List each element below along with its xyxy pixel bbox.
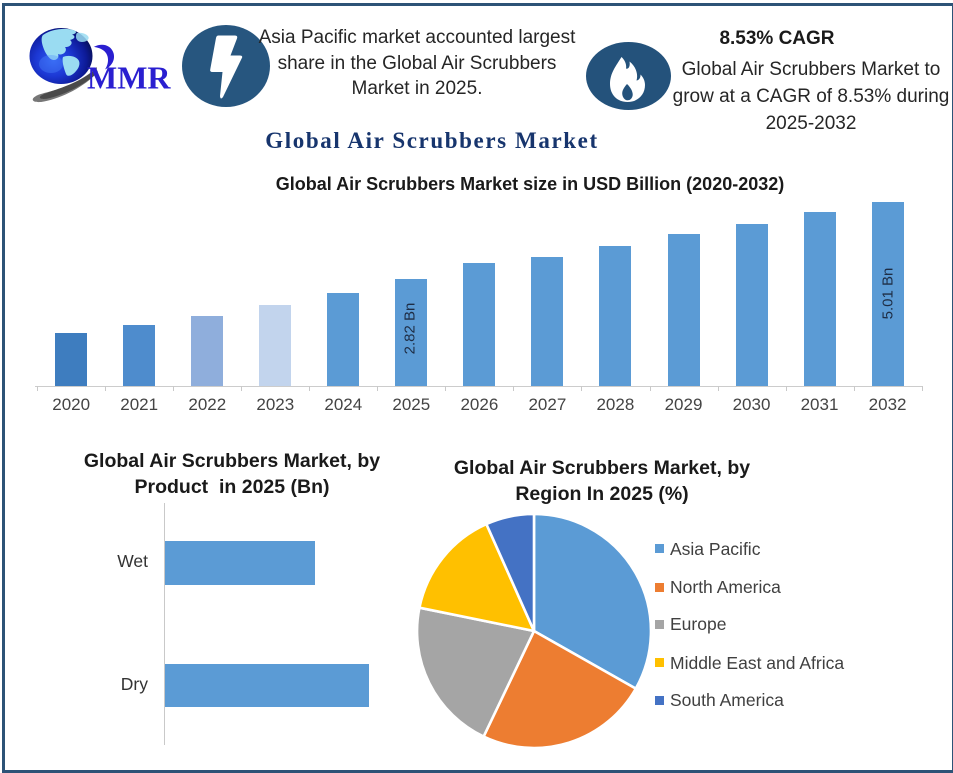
- svg-text:MMR: MMR: [87, 60, 171, 96]
